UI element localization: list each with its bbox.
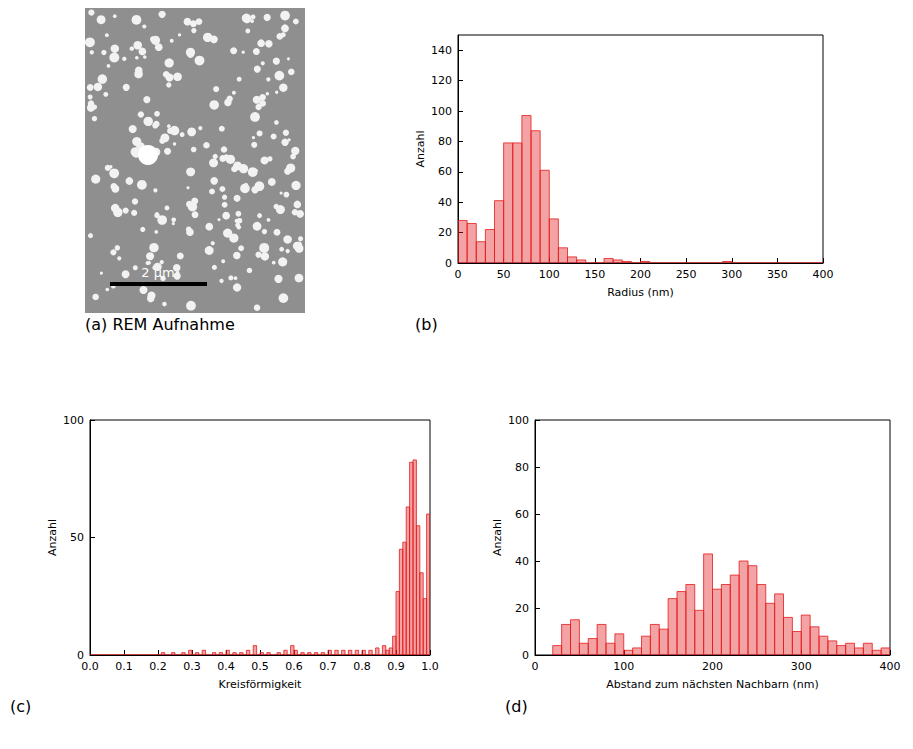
svg-text:60: 60 bbox=[515, 508, 529, 521]
svg-text:40: 40 bbox=[438, 196, 452, 209]
svg-text:400: 400 bbox=[880, 660, 901, 673]
svg-text:100: 100 bbox=[508, 414, 529, 427]
svg-text:2 µm: 2 µm bbox=[141, 265, 174, 280]
svg-text:0: 0 bbox=[522, 649, 529, 662]
svg-text:Anzahl: Anzahl bbox=[491, 519, 504, 556]
svg-text:1.0: 1.0 bbox=[421, 660, 439, 673]
svg-text:20: 20 bbox=[438, 226, 452, 239]
svg-text:(a) REM Aufnahme: (a) REM Aufnahme bbox=[85, 315, 235, 334]
svg-text:250: 250 bbox=[676, 268, 697, 281]
svg-text:60: 60 bbox=[438, 165, 452, 178]
svg-text:200: 200 bbox=[702, 660, 723, 673]
svg-text:Kreisförmigkeit: Kreisförmigkeit bbox=[219, 678, 303, 691]
svg-text:140: 140 bbox=[431, 44, 452, 57]
svg-text:Radius (nm): Radius (nm) bbox=[607, 286, 674, 299]
svg-text:Abstand zum nächsten Nachbarn: Abstand zum nächsten Nachbarn (nm) bbox=[606, 678, 819, 691]
svg-text:150: 150 bbox=[584, 268, 605, 281]
svg-text:0.2: 0.2 bbox=[149, 660, 167, 673]
svg-text:350: 350 bbox=[767, 268, 788, 281]
svg-text:Anzahl: Anzahl bbox=[414, 130, 427, 167]
svg-text:300: 300 bbox=[721, 268, 742, 281]
svg-text:(c): (c) bbox=[10, 697, 31, 716]
svg-text:(b): (b) bbox=[415, 315, 438, 334]
svg-text:40: 40 bbox=[515, 555, 529, 568]
svg-text:0.4: 0.4 bbox=[217, 660, 235, 673]
svg-text:300: 300 bbox=[791, 660, 812, 673]
svg-text:0.0: 0.0 bbox=[81, 660, 99, 673]
svg-text:0: 0 bbox=[532, 660, 539, 673]
svg-text:50: 50 bbox=[70, 531, 84, 544]
svg-text:0.7: 0.7 bbox=[319, 660, 337, 673]
svg-text:400: 400 bbox=[813, 268, 834, 281]
svg-text:0.8: 0.8 bbox=[353, 660, 371, 673]
svg-text:100: 100 bbox=[613, 660, 634, 673]
svg-text:50: 50 bbox=[497, 268, 511, 281]
svg-text:0.3: 0.3 bbox=[183, 660, 201, 673]
svg-text:100: 100 bbox=[63, 414, 84, 427]
svg-text:0.6: 0.6 bbox=[285, 660, 303, 673]
svg-text:0.1: 0.1 bbox=[115, 660, 133, 673]
svg-text:0.5: 0.5 bbox=[251, 660, 269, 673]
svg-text:(d): (d) bbox=[505, 697, 528, 716]
svg-text:20: 20 bbox=[515, 602, 529, 615]
svg-text:80: 80 bbox=[515, 461, 529, 474]
svg-text:200: 200 bbox=[630, 268, 651, 281]
svg-text:120: 120 bbox=[431, 74, 452, 87]
svg-text:0: 0 bbox=[77, 648, 84, 662]
svg-text:0: 0 bbox=[445, 257, 452, 270]
svg-text:0: 0 bbox=[455, 268, 462, 281]
svg-text:Anzahl: Anzahl bbox=[46, 519, 59, 556]
svg-text:80: 80 bbox=[438, 135, 452, 148]
svg-text:100: 100 bbox=[539, 268, 560, 281]
svg-text:0.9: 0.9 bbox=[387, 660, 405, 673]
svg-text:100: 100 bbox=[431, 105, 452, 118]
